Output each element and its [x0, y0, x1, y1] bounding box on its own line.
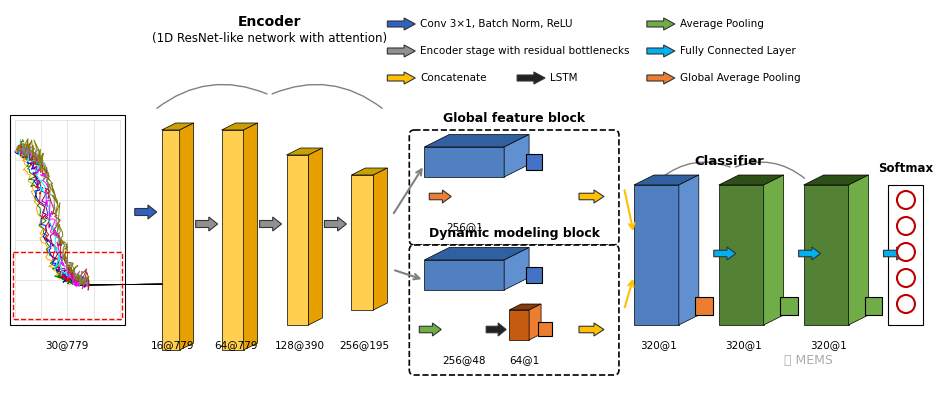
Polygon shape — [579, 323, 604, 336]
Circle shape — [897, 217, 915, 235]
Text: Dynamic modeling block: Dynamic modeling block — [428, 227, 599, 240]
Polygon shape — [388, 18, 415, 30]
Text: 256@195: 256@195 — [340, 340, 390, 350]
Polygon shape — [509, 310, 529, 340]
Circle shape — [897, 295, 915, 313]
Polygon shape — [424, 134, 529, 147]
Polygon shape — [849, 175, 869, 325]
Polygon shape — [388, 72, 415, 84]
Circle shape — [897, 191, 915, 209]
Polygon shape — [222, 123, 258, 130]
Polygon shape — [351, 168, 388, 175]
Text: 64@1: 64@1 — [509, 355, 539, 365]
Text: 256@1: 256@1 — [446, 222, 483, 232]
Polygon shape — [286, 148, 323, 155]
Text: Fully Connected Layer: Fully Connected Layer — [679, 46, 795, 56]
Text: Encoder: Encoder — [238, 15, 301, 29]
FancyBboxPatch shape — [409, 245, 619, 375]
Polygon shape — [526, 154, 542, 170]
Polygon shape — [634, 175, 699, 185]
Polygon shape — [646, 45, 675, 57]
Polygon shape — [518, 72, 545, 84]
Circle shape — [897, 269, 915, 287]
Polygon shape — [694, 297, 712, 315]
Polygon shape — [646, 18, 675, 30]
Text: Global Average Pooling: Global Average Pooling — [679, 73, 801, 83]
Polygon shape — [135, 205, 157, 219]
Polygon shape — [719, 185, 764, 325]
Polygon shape — [222, 130, 244, 350]
Polygon shape — [884, 247, 905, 260]
Text: Encoder stage with residual bottlenecks: Encoder stage with residual bottlenecks — [421, 46, 630, 56]
Polygon shape — [162, 130, 180, 350]
Polygon shape — [244, 123, 258, 350]
Polygon shape — [719, 175, 784, 185]
Text: Global feature block: Global feature block — [443, 112, 585, 125]
Polygon shape — [538, 322, 552, 336]
Text: LSTM: LSTM — [550, 73, 578, 83]
Text: Conv 3×1, Batch Norm, ReLU: Conv 3×1, Batch Norm, ReLU — [421, 19, 573, 29]
Polygon shape — [804, 185, 849, 325]
FancyBboxPatch shape — [409, 130, 619, 245]
Text: Softmax: Softmax — [878, 162, 933, 175]
Text: 256@48: 256@48 — [442, 355, 486, 365]
Polygon shape — [388, 45, 415, 57]
Polygon shape — [529, 304, 541, 340]
Polygon shape — [286, 155, 309, 325]
Polygon shape — [780, 297, 798, 315]
Polygon shape — [804, 175, 869, 185]
Text: 128@390: 128@390 — [275, 340, 325, 350]
Polygon shape — [351, 175, 374, 310]
Polygon shape — [10, 115, 125, 325]
Polygon shape — [579, 190, 604, 203]
Polygon shape — [764, 175, 784, 325]
Text: 30@779: 30@779 — [45, 340, 88, 350]
Polygon shape — [429, 190, 452, 203]
Polygon shape — [325, 217, 346, 231]
Polygon shape — [888, 185, 923, 325]
Polygon shape — [678, 175, 699, 325]
Polygon shape — [799, 247, 821, 260]
Text: (1D ResNet-like network with attention): (1D ResNet-like network with attention) — [152, 32, 387, 45]
Polygon shape — [504, 248, 529, 290]
Text: 320@1: 320@1 — [809, 340, 847, 350]
Circle shape — [897, 243, 915, 261]
Text: 320@1: 320@1 — [725, 340, 761, 350]
Polygon shape — [424, 260, 504, 290]
Polygon shape — [374, 168, 388, 310]
Polygon shape — [260, 217, 281, 231]
Polygon shape — [424, 248, 529, 260]
Polygon shape — [424, 147, 504, 177]
Polygon shape — [714, 247, 736, 260]
Polygon shape — [486, 323, 506, 336]
Polygon shape — [509, 304, 541, 310]
Text: Average Pooling: Average Pooling — [679, 19, 764, 29]
Polygon shape — [526, 267, 542, 283]
Polygon shape — [865, 297, 883, 315]
Text: 64@779: 64@779 — [214, 340, 257, 350]
Text: 🔬 MEMS: 🔬 MEMS — [784, 354, 833, 366]
Text: 16@779: 16@779 — [151, 340, 195, 350]
Polygon shape — [646, 72, 675, 84]
Polygon shape — [180, 123, 194, 350]
Polygon shape — [504, 134, 529, 177]
Polygon shape — [634, 185, 678, 325]
Text: 320@1: 320@1 — [640, 340, 677, 350]
Text: Classifier: Classifier — [694, 155, 764, 168]
Text: Concatenate: Concatenate — [421, 73, 486, 83]
Polygon shape — [309, 148, 323, 325]
Polygon shape — [162, 123, 194, 130]
Polygon shape — [420, 323, 441, 336]
Polygon shape — [196, 217, 217, 231]
